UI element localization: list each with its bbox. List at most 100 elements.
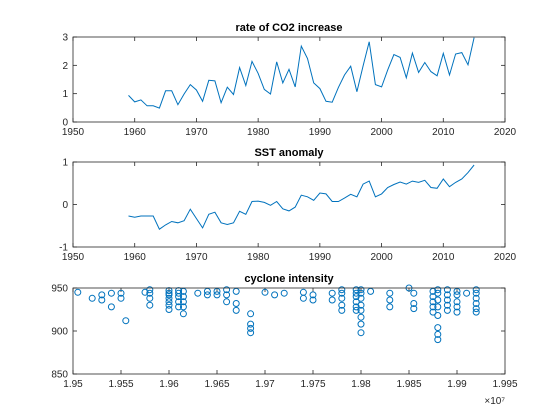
chart-2-data-point xyxy=(179,293,187,301)
chart-2-data-point xyxy=(309,291,317,299)
chart-2-data-point xyxy=(223,298,231,306)
chart-2-data-point xyxy=(352,303,360,311)
chart-2-data-point xyxy=(386,289,394,297)
chart-0-x-tick-label: 1950 xyxy=(62,127,85,138)
chart-2-data-point xyxy=(386,296,394,304)
chart-2-data-point xyxy=(410,305,418,313)
chart-2-y-tick-label: 900 xyxy=(51,327,68,338)
chart-2-data-point xyxy=(122,317,130,325)
chart-2-data-point xyxy=(357,286,365,294)
chart-1-x-tick-label: 1990 xyxy=(309,252,332,263)
chart-2-data-point xyxy=(247,320,255,328)
chart-2-data-point xyxy=(463,289,471,297)
chart-0-x-tick-label: 2010 xyxy=(432,127,455,138)
chart-2-data-point xyxy=(434,286,442,294)
chart-2-data-point xyxy=(309,296,317,304)
chart-2-x-tick-label: 1.98 xyxy=(351,379,371,390)
chart-0-x-tick-label: 2020 xyxy=(494,127,517,138)
chart-2-data-point xyxy=(223,286,231,294)
chart-2-data-point xyxy=(338,301,346,309)
chart-2-data-point xyxy=(429,298,437,306)
chart-2-data-point xyxy=(107,289,115,297)
chart-2-data-point xyxy=(194,289,202,297)
chart-2-data-point xyxy=(434,289,442,297)
chart-2-data-point xyxy=(175,298,183,306)
chart-2-data-point xyxy=(280,289,288,297)
chart-2-data-point xyxy=(453,308,461,316)
chart-2-data-point xyxy=(247,310,255,318)
chart-2-data-point xyxy=(352,289,360,297)
chart-2-data-point xyxy=(88,294,96,302)
chart-2-data-point xyxy=(410,289,418,297)
chart-2-data-point xyxy=(271,291,279,299)
chart-2-x-tick-label: 1.995 xyxy=(492,379,517,390)
chart-2-y-tick-label: 950 xyxy=(51,284,68,295)
chart-1-x-tick-label: 1980 xyxy=(247,252,270,263)
chart-2-data-point xyxy=(146,301,154,309)
chart-2-data-point xyxy=(213,291,221,299)
chart-1-x-tick-label: 1960 xyxy=(124,252,147,263)
chart-2-data-point xyxy=(443,286,451,294)
chart-2-data-point xyxy=(472,289,480,297)
chart-0-y-tick-label: 2 xyxy=(62,61,68,72)
chart-2-data-point xyxy=(453,298,461,306)
chart-2-data-point xyxy=(443,306,451,314)
chart-2-data-point xyxy=(352,306,360,314)
chart-0-title: rate of CO2 increase xyxy=(236,22,343,34)
chart-2-data-point xyxy=(223,291,231,299)
chart-2-title: cyclone intensity xyxy=(244,273,334,285)
chart-2-data-point xyxy=(146,289,154,297)
chart-2-data-point xyxy=(98,296,106,304)
chart-2-data-point xyxy=(165,291,173,299)
chart-2-x-tick-label: 1.96 xyxy=(159,379,179,390)
chart-2-data-point xyxy=(179,303,187,311)
chart-2-data-point xyxy=(247,324,255,332)
chart-2-data-point xyxy=(338,286,346,294)
chart-2-data-point xyxy=(357,320,365,328)
chart-2-data-point xyxy=(179,310,187,318)
chart-2-data-point xyxy=(299,294,307,302)
chart-2-data-point xyxy=(357,301,365,309)
chart-2-data-point xyxy=(117,294,125,302)
chart-2-data-point xyxy=(165,301,173,309)
chart-2-x-tick-label: 1.965 xyxy=(204,379,229,390)
chart-2-data-point xyxy=(434,312,442,319)
chart-2-data-point xyxy=(357,306,365,314)
chart-0-y-tick-label: 3 xyxy=(62,33,68,44)
chart-2-x-tick-label: 1.97 xyxy=(255,379,275,390)
chart-2-axes-box xyxy=(72,287,506,375)
chart-2-data-point xyxy=(165,306,173,313)
chart-2-x-tick-label: 1.99 xyxy=(447,379,467,390)
chart-2-data-point xyxy=(107,303,115,311)
chart-2-data-point xyxy=(175,289,183,297)
chart-1-axes-box xyxy=(72,161,506,248)
chart-2-data-point xyxy=(357,329,365,337)
chart-2-data-point xyxy=(472,308,480,316)
chart-2-data-point xyxy=(429,303,437,311)
chart-2-data-point xyxy=(175,303,183,311)
chart-1-series-line xyxy=(128,164,475,230)
chart-2-data-point xyxy=(434,303,442,311)
chart-2-data-point xyxy=(434,296,442,304)
chart-2-data-point xyxy=(472,286,480,294)
chart-2-data-point xyxy=(328,289,336,297)
chart-0-x-tick-label: 1980 xyxy=(247,127,270,138)
chart-2-x-tick-label: 1.955 xyxy=(108,379,133,390)
chart-0-x-tick-label: 1990 xyxy=(309,127,332,138)
chart-0-y-tick-label: 0 xyxy=(62,118,68,129)
chart-2-x-tick-label: 1.975 xyxy=(300,379,325,390)
chart-2-data-point xyxy=(247,329,255,337)
chart-2-data-point xyxy=(352,286,360,294)
chart-0-y-tick-label: 1 xyxy=(62,89,68,100)
chart-2-x-multiplier: ×10⁷ xyxy=(484,396,505,407)
chart-2-data-point xyxy=(472,305,480,313)
chart-2-data-point xyxy=(453,291,461,299)
chart-2-data-point xyxy=(472,294,480,302)
chart-2-x-tick-label: 1.95 xyxy=(63,379,83,390)
chart-2-data-point xyxy=(357,294,365,302)
chart-2-data-point xyxy=(165,294,173,302)
chart-2-data-point xyxy=(434,336,442,344)
chart-2-data-point xyxy=(434,324,442,332)
